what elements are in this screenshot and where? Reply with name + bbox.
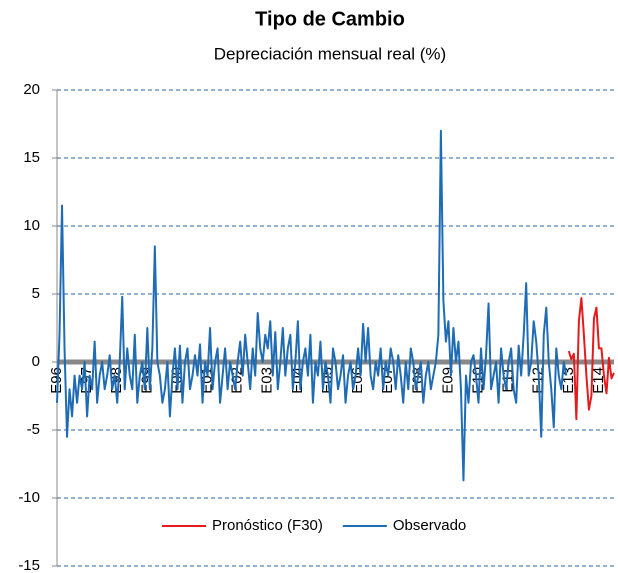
chart-subtitle: Depreciación mensual real (%) xyxy=(214,44,446,63)
x-tick-label: E96 xyxy=(48,367,65,394)
y-tick-label: 5 xyxy=(32,285,40,302)
y-tick-label: -15 xyxy=(18,557,40,573)
y-tick-label: 15 xyxy=(23,149,40,166)
x-tick-label: E13 xyxy=(560,367,577,394)
chart-title: Tipo de Cambio xyxy=(255,8,405,30)
legend-label: Pronóstico (F30) xyxy=(212,517,323,534)
x-tick-label: E09 xyxy=(439,367,456,394)
series-line xyxy=(56,129,568,482)
y-tick-label: -5 xyxy=(27,421,40,438)
x-tick-label: E14 xyxy=(590,367,607,394)
y-tick-label: 0 xyxy=(32,353,40,370)
series-line xyxy=(567,297,615,421)
legend-box xyxy=(150,510,510,542)
x-tick-label: E03 xyxy=(259,367,276,394)
y-tick-label: 20 xyxy=(23,81,40,98)
y-tick-label: -10 xyxy=(18,489,40,506)
y-tick-label: 10 xyxy=(23,217,40,234)
legend-label: Observado xyxy=(393,517,466,534)
